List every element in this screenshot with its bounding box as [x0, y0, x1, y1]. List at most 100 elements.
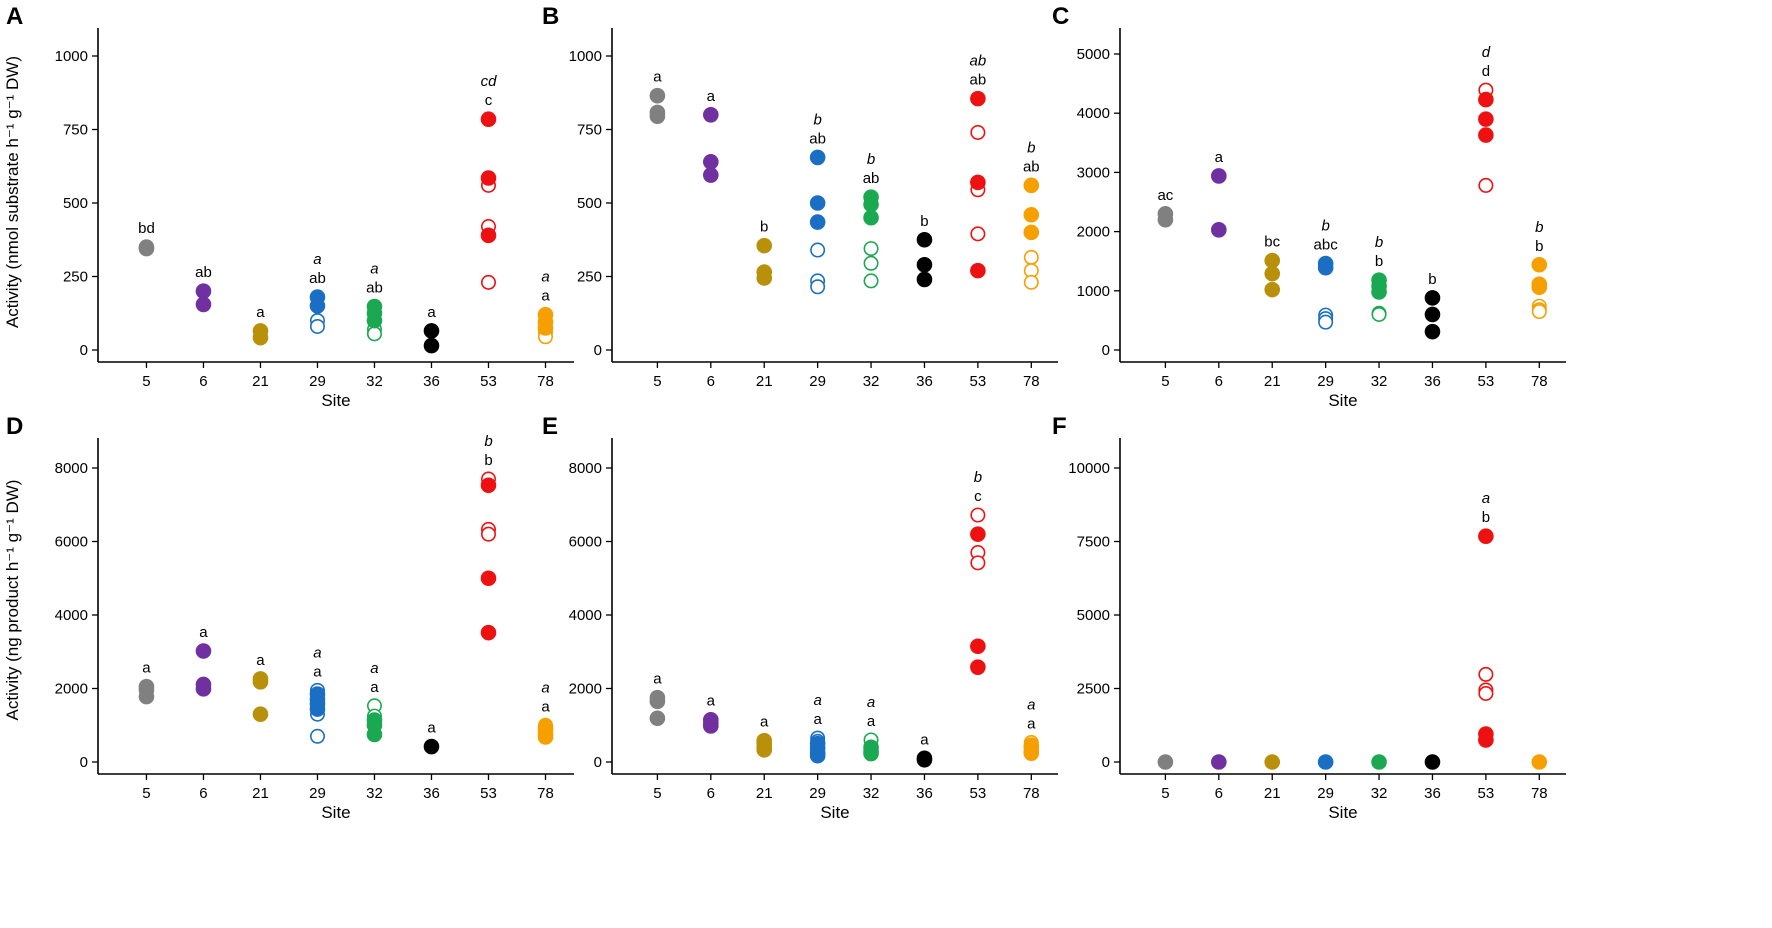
significance-label: a [427, 720, 436, 737]
data-point-filled [1478, 528, 1494, 545]
y-tick-label: 500 [63, 195, 88, 212]
data-point-open [970, 555, 986, 571]
significance-label: a [1215, 149, 1224, 166]
y-tick-label: 250 [577, 269, 602, 286]
y-tick-label: 6000 [55, 534, 88, 551]
data-point-filled [1424, 290, 1441, 306]
x-axis-title: Site [321, 803, 350, 822]
significance-label: d [1482, 63, 1490, 80]
data-point-filled [480, 111, 497, 128]
data-point-filled [1478, 127, 1494, 143]
x-tick-label: 6 [199, 785, 207, 802]
x-tick-label: 32 [863, 785, 880, 802]
significance-label: a [370, 679, 379, 696]
significance-label: b [1535, 238, 1543, 255]
x-tick-label: 29 [309, 373, 326, 390]
y-tick-label: 500 [577, 195, 602, 212]
data-point-filled [423, 738, 440, 755]
significance-label: ab [970, 72, 987, 89]
data-point-filled [1478, 732, 1494, 748]
data-point-filled [703, 167, 719, 183]
data-point-filled [1424, 323, 1441, 340]
significance-label: a [707, 88, 716, 105]
data-point-filled [1478, 91, 1494, 108]
data-point-filled [809, 214, 826, 230]
data-point-filled [649, 87, 666, 104]
x-tick-label: 53 [1478, 785, 1495, 802]
x-tick-label: 6 [1215, 785, 1223, 802]
x-axis-title: Site [321, 391, 350, 410]
significance-label-italic: b [1375, 234, 1383, 251]
significance-label-italic: b [813, 111, 821, 128]
data-point-filled [649, 710, 666, 727]
significance-label: ac [1157, 187, 1173, 204]
significance-label: a [256, 304, 265, 321]
y-tick-label: 10000 [1068, 460, 1110, 477]
data-point-open [1478, 685, 1494, 701]
data-point-filled [423, 337, 440, 354]
significance-label-italic: a [541, 269, 549, 286]
data-point-filled [252, 706, 269, 723]
x-tick-label: 6 [707, 785, 715, 802]
significance-label: a [653, 671, 662, 688]
significance-label: a [313, 663, 322, 680]
y-tick-label: 3000 [1077, 164, 1110, 181]
y-tick-label: 2000 [569, 681, 602, 698]
y-tick-label: 5000 [1077, 46, 1110, 63]
data-point-filled [916, 271, 933, 288]
x-tick-label: 5 [653, 373, 661, 390]
y-tick-label: 4000 [1077, 105, 1110, 122]
data-point-filled [1371, 754, 1387, 770]
x-tick-label: 21 [756, 373, 773, 390]
data-point-open [1478, 666, 1494, 682]
data-point-filled [1023, 745, 1040, 761]
x-tick-label: 5 [653, 785, 661, 802]
data-point-filled [1424, 306, 1441, 323]
data-point-filled [1264, 281, 1281, 298]
data-point-filled [1157, 754, 1174, 770]
significance-label-italic: b [1321, 218, 1329, 235]
data-point-open [1023, 274, 1039, 290]
panel-letter: E [542, 413, 558, 440]
significance-label: a [707, 693, 716, 710]
x-tick-label: 32 [366, 373, 383, 390]
x-tick-label: 32 [1371, 785, 1388, 802]
panel-letter: D [6, 413, 23, 440]
data-point-filled [970, 90, 986, 107]
y-tick-label: 0 [1102, 754, 1110, 771]
data-point-filled [252, 674, 269, 690]
data-point-open [863, 255, 879, 271]
y-tick-label: 0 [80, 754, 88, 771]
significance-label-italic: d [1482, 44, 1491, 61]
significance-label-italic: b [1027, 139, 1035, 156]
data-point-filled [252, 329, 269, 346]
y-tick-label: 7500 [1077, 534, 1110, 551]
data-point-filled [1531, 279, 1548, 296]
data-point-open [309, 728, 325, 744]
data-point-filled [1023, 177, 1040, 194]
data-point-open [863, 273, 879, 289]
x-tick-label: 32 [366, 785, 383, 802]
data-point-filled [756, 270, 773, 286]
data-point-open [480, 526, 496, 542]
data-point-filled [1531, 754, 1548, 770]
data-point-filled [649, 693, 666, 710]
data-point-open [970, 507, 986, 523]
data-point-open [970, 124, 986, 140]
data-point-filled [916, 231, 933, 248]
significance-label: a [813, 711, 822, 728]
y-tick-label: 750 [577, 122, 602, 139]
data-point-open [863, 241, 879, 257]
data-point-filled [1371, 284, 1387, 300]
data-point-open [1318, 314, 1334, 330]
x-tick-label: 53 [970, 785, 987, 802]
data-point-filled [480, 624, 497, 641]
y-tick-label: 5000 [1077, 607, 1110, 624]
significance-label: b [760, 219, 768, 236]
y-tick-label: 4000 [55, 607, 88, 624]
data-point-filled [649, 108, 666, 125]
data-point-filled [480, 170, 497, 186]
y-tick-label: 750 [63, 122, 88, 139]
